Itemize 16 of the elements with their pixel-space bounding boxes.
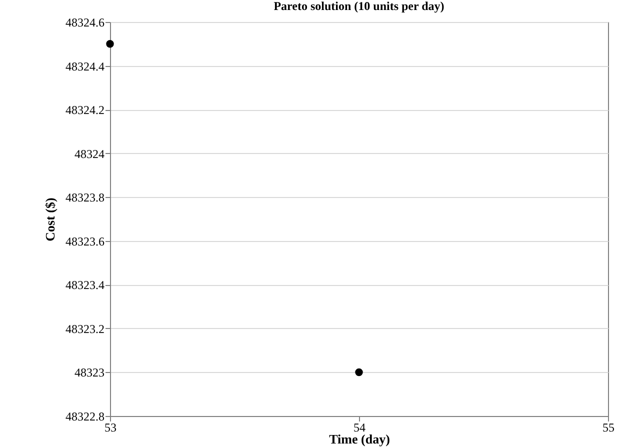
y-tick-label: 48324.6 xyxy=(66,16,104,30)
y-tick-label: 48323.6 xyxy=(66,234,104,248)
y-axis-title: Cost ($) xyxy=(42,198,58,242)
x-tick-label: 55 xyxy=(602,420,614,434)
x-tick-label: 54 xyxy=(354,420,366,434)
chart-title: Pareto solution (10 units per day) xyxy=(274,0,444,13)
x-tick-label: 53 xyxy=(104,420,116,434)
y-tick-label: 48323.8 xyxy=(66,190,104,205)
y-tick-label: 48324.4 xyxy=(66,59,104,74)
x-axis-title: Time (day) xyxy=(329,432,390,446)
y-tick-label: 48323 xyxy=(74,366,104,380)
y-tick-label: 48322.8 xyxy=(66,410,104,424)
y-tick-label: 48323.2 xyxy=(66,322,104,336)
y-tick-label: 48323.4 xyxy=(66,278,104,292)
y-tick-label: 48324 xyxy=(74,146,104,161)
y-tick-label: 48324.2 xyxy=(66,103,104,118)
